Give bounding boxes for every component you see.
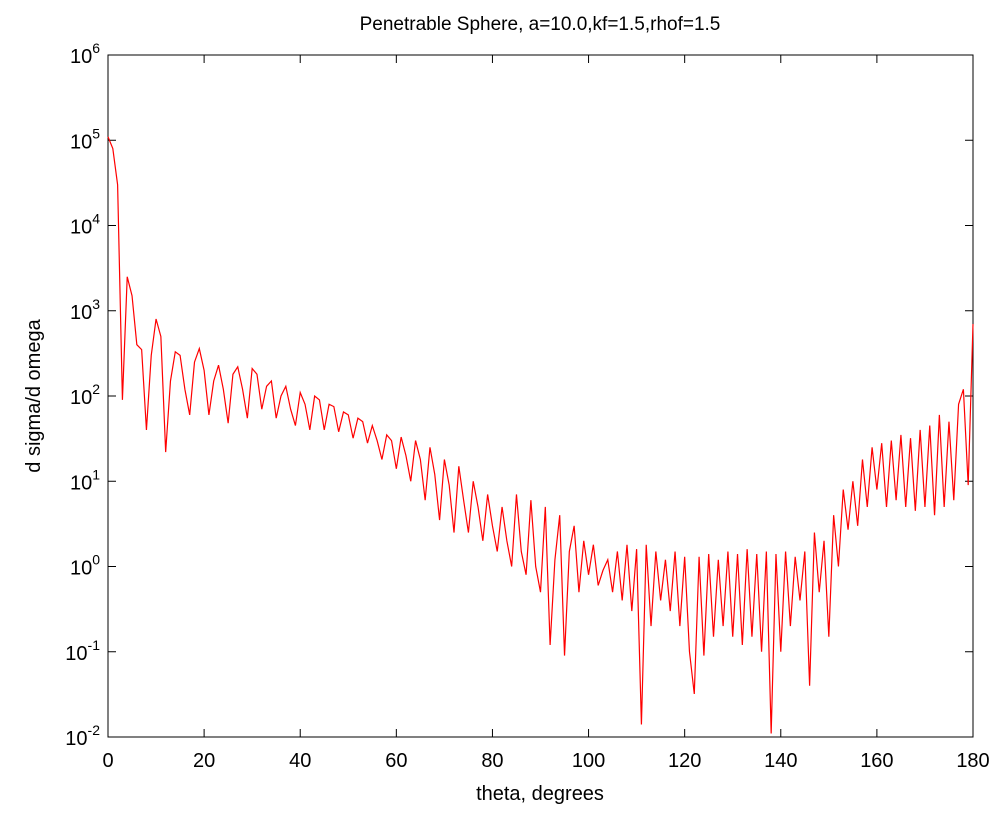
x-tick-label: 120	[668, 750, 701, 772]
x-tick-label: 180	[956, 750, 989, 772]
y-tick-label: 101	[70, 466, 100, 494]
x-tick-label: 20	[193, 750, 215, 772]
chart-title: Penetrable Sphere, a=10.0,kf=1.5,rhof=1.…	[360, 14, 721, 35]
x-tick-label: 40	[289, 750, 311, 772]
x-tick-label: 80	[481, 750, 503, 772]
y-tick-label: 102	[70, 381, 100, 409]
y-tick-label: 10-1	[65, 637, 100, 665]
x-tick-label: 100	[572, 750, 605, 772]
y-tick-label: 10-2	[65, 722, 100, 750]
y-tick-label: 104	[70, 211, 100, 239]
y-tick-label: 100	[70, 552, 100, 580]
y-tick-label: 103	[70, 296, 100, 324]
x-tick-label: 140	[764, 750, 797, 772]
data-line	[107, 136, 974, 734]
x-axis-label: theta, degrees	[476, 783, 604, 805]
x-tick-label: 160	[860, 750, 893, 772]
y-tick-label: 106	[70, 40, 100, 68]
y-tick-label: 105	[70, 125, 100, 153]
x-tick-label: 60	[385, 750, 407, 772]
y-axis-label: d sigma/d omega	[23, 318, 45, 472]
x-tick-label: 0	[102, 750, 113, 772]
